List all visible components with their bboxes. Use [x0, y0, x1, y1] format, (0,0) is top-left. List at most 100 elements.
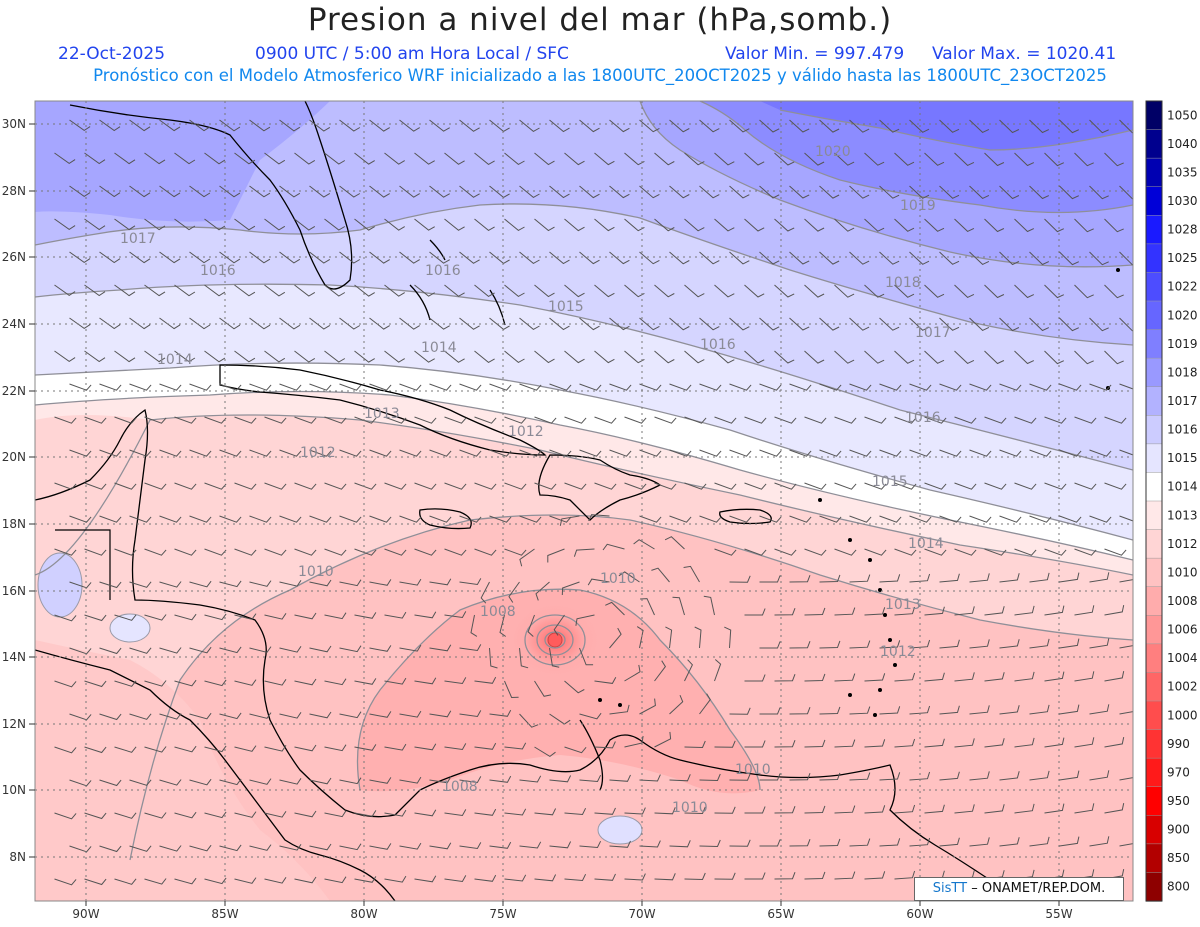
- wind-barb: [1014, 152, 1035, 167]
- wind-barb: [694, 626, 702, 649]
- wind-barb: [264, 284, 286, 297]
- wind-barb: [384, 218, 405, 231]
- wind-barb: [294, 548, 317, 556]
- wind-barb: [1089, 317, 1109, 332]
- wind-barb: [999, 449, 1022, 457]
- wind-barb: [774, 806, 796, 814]
- wind-barb: [834, 284, 855, 298]
- wind-barb: [1029, 515, 1052, 523]
- wind-barb: [204, 350, 226, 363]
- wind-barb: [1104, 736, 1125, 748]
- lat-label: 8N: [9, 850, 26, 864]
- wind-barb: [849, 640, 871, 649]
- wind-barb: [1044, 350, 1065, 365]
- storm-core: [547, 632, 563, 648]
- isobar-label: 1012: [508, 424, 544, 440]
- wind-barb: [1044, 671, 1065, 682]
- wind-barb: [909, 119, 930, 133]
- wind-barb: [864, 350, 885, 364]
- wind-barb: [789, 185, 810, 199]
- wind-barb: [1089, 572, 1110, 583]
- wind-barb: [429, 842, 452, 850]
- band-1010-pacific: [35, 640, 330, 901]
- wind-barb: [849, 449, 872, 457]
- wind-barb: [669, 840, 691, 848]
- wind-barb: [144, 482, 167, 490]
- hispaniola-coast: [538, 454, 662, 521]
- wind-barb: [1029, 119, 1050, 134]
- wind-barb: [999, 515, 1022, 523]
- wind-barb: [1029, 638, 1050, 649]
- wind-barb: [699, 449, 722, 457]
- isobar-label: 1017: [915, 325, 951, 341]
- wind-barb: [489, 647, 498, 669]
- wind-barb: [219, 119, 241, 132]
- isobar-label: 1014: [421, 340, 457, 356]
- wind-barb: [159, 779, 182, 786]
- wind-barb: [559, 515, 580, 526]
- wind-barb: [587, 578, 610, 586]
- wind-barb: [1104, 548, 1127, 556]
- wind-barb: [54, 614, 77, 622]
- wind-barb: [159, 251, 181, 264]
- wind-barb: [1089, 251, 1109, 266]
- wind-barb: [459, 644, 482, 652]
- wind-barb: [669, 695, 684, 715]
- wind-barb: [369, 711, 392, 718]
- legend-swatch: [1145, 357, 1163, 388]
- wind-barb: [279, 778, 302, 785]
- wind-barb: [384, 677, 407, 685]
- wind-barb: [519, 317, 540, 331]
- pressure-color-legend: 1050 1040 1035 1030 1028 1025 1022 1020 1019 1018…: [1145, 100, 1198, 902]
- wind-barb: [99, 119, 121, 132]
- wind-barb: [714, 218, 735, 232]
- wind-barb: [339, 645, 362, 653]
- wind-barb: [759, 515, 782, 523]
- wind-barb: [309, 843, 332, 851]
- wind-barb: [339, 711, 362, 719]
- wind-barb: [129, 185, 151, 198]
- wind-barb: [324, 482, 347, 490]
- wind-barb: [1014, 605, 1035, 616]
- wind-barb: [684, 740, 706, 749]
- legend-label: 1030: [1167, 194, 1198, 208]
- wind-barb: [144, 812, 167, 819]
- wind-barb: [54, 482, 77, 490]
- wind-barb: [939, 573, 960, 583]
- wind-barb: [1089, 119, 1109, 134]
- wind-barb: [174, 745, 197, 753]
- wind-barb: [384, 743, 407, 751]
- wind-barb: [1074, 350, 1094, 365]
- wind-barb: [1044, 416, 1067, 424]
- wind-barb: [459, 119, 480, 132]
- wind-barb: [264, 548, 287, 556]
- wind-barb: [1074, 671, 1095, 682]
- wind-barb: [1059, 515, 1082, 523]
- wind-barb: [654, 152, 675, 166]
- wind-barb: [234, 284, 256, 297]
- wind-barb: [579, 774, 602, 783]
- lat-label: 10N: [2, 783, 26, 797]
- wind-barb: [444, 350, 465, 363]
- wind-barb: [699, 119, 720, 133]
- wind-barb: [654, 284, 675, 298]
- wind-barb: [909, 317, 930, 331]
- wind-barb: [174, 877, 197, 885]
- wind-barb: [1104, 802, 1125, 814]
- wind-barb: [189, 778, 212, 786]
- wind-barb: [324, 678, 347, 686]
- wind-barb: [669, 119, 690, 133]
- wind-barb: [789, 773, 811, 781]
- wind-barb: [1014, 218, 1035, 233]
- wind-barb: [684, 416, 707, 424]
- legend-swatch: [1145, 472, 1163, 502]
- wind-barb: [264, 613, 287, 620]
- wind-barb: [339, 843, 362, 851]
- wind-barb: [1059, 383, 1082, 391]
- wind-barb: [234, 350, 256, 363]
- lat-label: 30N: [2, 117, 26, 131]
- wind-barb: [249, 778, 272, 785]
- wind-barb: [939, 383, 962, 391]
- wind-barb: [834, 482, 857, 490]
- wind-barb: [54, 746, 77, 754]
